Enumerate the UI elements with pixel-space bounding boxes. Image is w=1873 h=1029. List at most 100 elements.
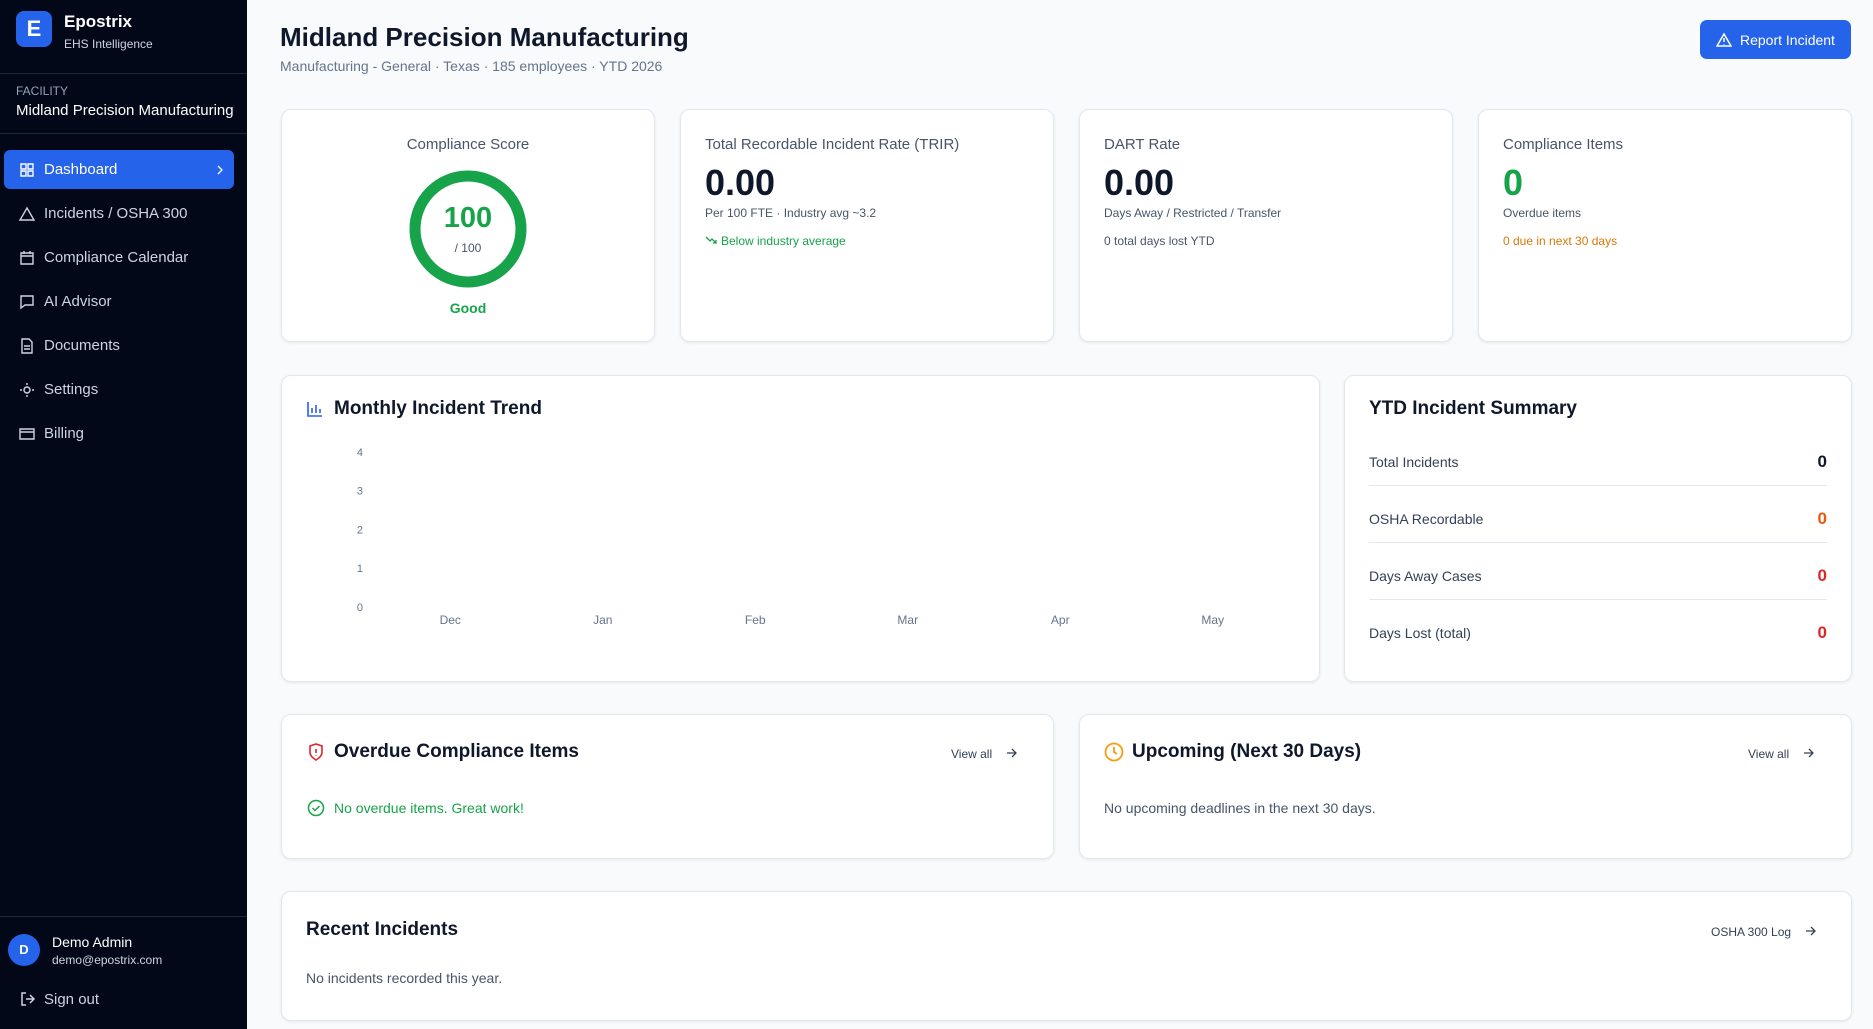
ring-arc xyxy=(409,170,527,288)
nav-icon xyxy=(20,163,34,177)
divider xyxy=(0,916,247,917)
card-title: Recent Incidents xyxy=(306,919,459,940)
icon-shape xyxy=(20,295,34,310)
icon-shape xyxy=(21,338,33,354)
osha-link[interactable]: OSHA 300 Log xyxy=(1711,925,1792,939)
nav-label: Settings xyxy=(44,381,99,398)
y-tick-label: 1 xyxy=(357,563,363,575)
rating: Good xyxy=(449,300,487,316)
kpi-value: 0.00 xyxy=(705,162,776,203)
row-value: 0 xyxy=(1817,452,1827,471)
card-title: Total Recordable Incident Rate (TRIR) xyxy=(705,136,960,153)
y-tick-label: 2 xyxy=(357,524,363,536)
divider xyxy=(0,133,247,134)
sidebar: E Epostrix EHS Intelligence FACILITY Mid… xyxy=(0,0,247,1029)
message: No incidents recorded this year. xyxy=(306,970,503,986)
nav-label: Billing xyxy=(44,425,85,442)
tagline: EHS Intelligence xyxy=(64,37,153,51)
kpi-note: Days Away / Restricted / Transfer xyxy=(1104,206,1282,220)
trir-card: Total Recordable Incident Rate (TRIR) 0.… xyxy=(680,109,1054,342)
icon-shape xyxy=(20,251,34,265)
row-value: 0 xyxy=(1817,623,1827,642)
nav-label: Dashboard xyxy=(44,161,118,178)
chevron xyxy=(217,165,223,175)
trend-icon xyxy=(705,236,717,244)
score: 100 xyxy=(443,202,493,234)
message: No overdue items. Great work! xyxy=(334,800,524,816)
row-label: OSHA Recordable xyxy=(1369,511,1484,527)
report-label: Report Incident xyxy=(1740,32,1835,48)
compliance-card: Compliance Score 100 / 100 Good xyxy=(281,109,655,342)
nav-item[interactable]: Documents xyxy=(4,326,234,365)
kpi-note: Per 100 FTE · Industry avg ~3.2 xyxy=(705,206,877,220)
nav-item[interactable]: Billing xyxy=(4,414,234,453)
x-tick-label: Mar xyxy=(897,613,918,627)
kpi-status: 0 total days lost YTD xyxy=(1104,234,1215,248)
shield-icon xyxy=(309,743,323,761)
chart-title: Monthly Incident Trend xyxy=(334,398,542,419)
page-title: Midland Precision Manufacturing xyxy=(280,22,689,52)
nav-icon xyxy=(20,295,34,310)
items-card: Compliance Items 0 Overdue items 0 due i… xyxy=(1478,109,1852,342)
nav-item[interactable]: Compliance Calendar xyxy=(4,238,234,277)
chart-icon xyxy=(307,402,322,417)
user-email: demo@epostrix.com xyxy=(52,953,163,967)
report-button[interactable]: Report Incident xyxy=(1700,20,1851,59)
view-all[interactable]: View all xyxy=(951,747,993,761)
sign-out[interactable]: Sign out xyxy=(44,991,100,1008)
row-divider xyxy=(1369,542,1827,543)
nav-icon xyxy=(19,428,35,440)
y-tick-label: 0 xyxy=(357,602,363,614)
nav-label: AI Advisor xyxy=(44,293,112,310)
icon-shape xyxy=(217,165,223,175)
upcoming-card: Upcoming (Next 30 Days) View all No upco… xyxy=(1079,714,1852,859)
y-tick-label: 3 xyxy=(357,486,363,498)
kpi-note: Overdue items xyxy=(1503,206,1582,220)
nav-item[interactable]: Settings xyxy=(4,370,234,409)
message: No upcoming deadlines in the next 30 day… xyxy=(1104,800,1376,816)
nav-label: Documents xyxy=(44,337,120,354)
nav-icon xyxy=(19,206,35,221)
row-divider xyxy=(1369,485,1827,486)
avatar: D xyxy=(8,934,40,966)
nav-icon xyxy=(21,338,33,354)
facility-label: FACILITY xyxy=(16,84,69,98)
icon-shape xyxy=(20,163,34,177)
overdue-card: Overdue Compliance Items View all No ove… xyxy=(281,714,1054,859)
x-tick-label: Apr xyxy=(1051,613,1070,627)
arrow-icon xyxy=(1806,926,1816,936)
check-icon xyxy=(307,799,325,817)
nav-item[interactable]: Dashboard xyxy=(4,150,234,189)
clock-icon xyxy=(1104,742,1124,762)
chart: 0 1 2 3 4 Dec Jan Feb Mar Apr May xyxy=(357,447,1224,627)
summary-card: YTD Incident Summary Total Incidents 0 OSH… xyxy=(1344,375,1852,682)
view-all[interactable]: View all xyxy=(1748,747,1790,761)
row-label: Days Lost (total) xyxy=(1369,625,1471,641)
nav-icon xyxy=(20,251,34,265)
kpi-status: 0 due in next 30 days xyxy=(1503,234,1618,248)
y-tick-label: 4 xyxy=(357,447,363,459)
nav-item[interactable]: Incidents / OSHA 300 xyxy=(4,194,234,233)
summary-title: YTD Incident Summary xyxy=(1369,398,1577,419)
row-value: 0 xyxy=(1817,566,1827,585)
warning-icon xyxy=(1716,32,1732,47)
icon-shape xyxy=(19,206,35,221)
brand: Epostrix xyxy=(64,12,133,31)
sign-out-icon xyxy=(21,992,36,1006)
card-title: Compliance Score xyxy=(406,136,530,153)
page-subtitle: Manufacturing - General · Texas · 185 em… xyxy=(280,58,663,74)
arrow-icon xyxy=(1804,748,1814,758)
card-title: DART Rate xyxy=(1104,136,1181,153)
score-ring xyxy=(409,170,527,288)
facility-name: Midland Precision Manufacturing xyxy=(16,102,234,119)
logo: E xyxy=(16,11,52,47)
x-tick-label: May xyxy=(1201,613,1224,627)
trend-card: Monthly Incident Trend 0 1 2 3 4 Dec Jan Feb Mar… xyxy=(281,375,1320,682)
nav-label: Incidents / OSHA 300 xyxy=(44,205,188,222)
x-tick-label: Feb xyxy=(745,613,766,627)
nav-item[interactable]: AI Advisor xyxy=(4,282,234,321)
icon-shape xyxy=(20,383,34,397)
icon-shape xyxy=(19,428,35,440)
user-name: Demo Admin xyxy=(52,934,133,950)
kpi-value: 0.00 xyxy=(1104,162,1175,203)
